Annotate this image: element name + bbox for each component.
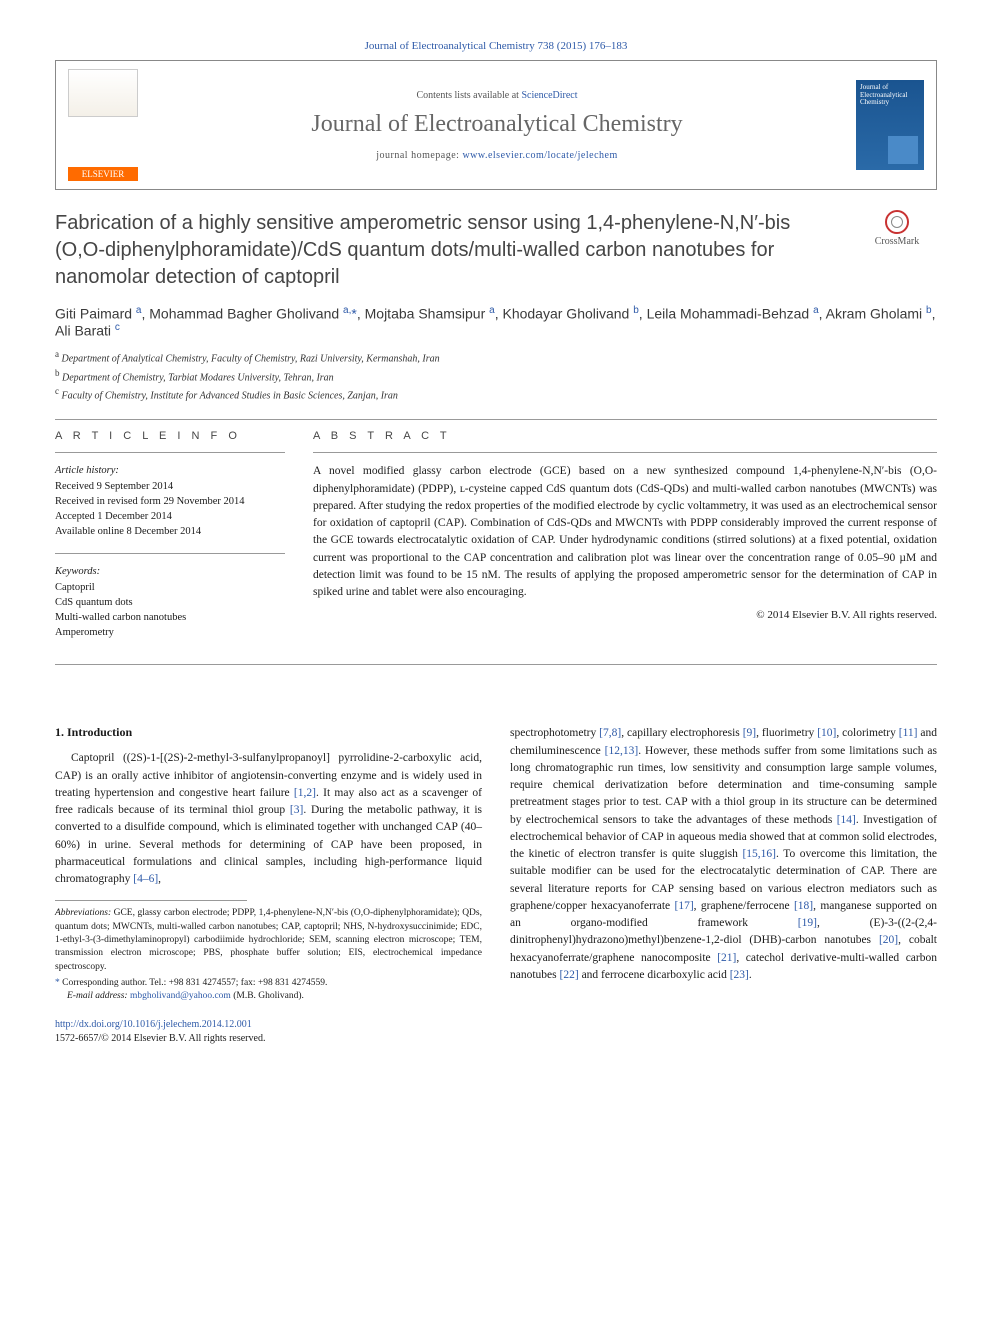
doi-block: http://dx.doi.org/10.1016/j.jelechem.201… [55,1018,482,1046]
journal-cover: Journal of Electroanalytical Chemistry [856,80,924,170]
page: Journal of Electroanalytical Chemistry 7… [0,0,992,1086]
homepage-link[interactable]: www.elsevier.com/locate/jelechem [462,150,617,161]
article-info-col: A R T I C L E I N F O Article history: R… [55,430,285,654]
contents-line: Contents lists available at ScienceDirec… [150,90,844,101]
homepage-line: journal homepage: www.elsevier.com/locat… [150,150,844,161]
abstract-copyright: © 2014 Elsevier B.V. All rights reserved… [313,609,937,621]
intro-text-left: Captopril ((2S)-1-[(2S)-2-methyl-3-sulfa… [55,750,482,888]
doi-link[interactable]: http://dx.doi.org/10.1016/j.jelechem.201… [55,1019,252,1030]
affiliations: a Department of Analytical Chemistry, Fa… [55,348,937,403]
footnotes: Abbreviations: GCE, glassy carbon electr… [55,907,482,1003]
article-title: Fabrication of a highly sensitive ampero… [55,210,837,291]
header-box: ELSEVIER Contents lists available at Sci… [55,60,937,190]
article-history: Article history: Received 9 September 20… [55,463,285,539]
body-columns: 1. Introduction Captopril ((2S)-1-[(2S)-… [55,725,937,1045]
elsevier-logo: ELSEVIER [68,69,138,181]
header-center: Contents lists available at ScienceDirec… [138,90,856,161]
crossmark[interactable]: CrossMark [857,210,937,247]
divider [55,419,937,420]
footnote-separator [55,900,247,901]
sciencedirect-link[interactable]: ScienceDirect [521,90,577,101]
journal-name: Journal of Electroanalytical Chemistry [150,111,844,138]
info-abstract-row: A R T I C L E I N F O Article history: R… [55,430,937,654]
crossmark-icon [885,210,909,234]
abstract-text: A novel modified glassy carbon electrode… [313,463,937,601]
left-column: 1. Introduction Captopril ((2S)-1-[(2S)-… [55,725,482,1045]
abstract-col: A B S T R A C T A novel modified glassy … [313,430,937,654]
keywords-block: Keywords: Captopril CdS quantum dots Mul… [55,564,285,640]
divider [55,664,937,665]
header-citation: Journal of Electroanalytical Chemistry 7… [55,40,937,52]
intro-text-right: spectrophotometry [7,8], capillary elect… [510,725,937,984]
title-row: Fabrication of a highly sensitive ampero… [55,210,937,291]
abstract-label: A B S T R A C T [313,430,937,442]
authors: Giti Paimard a, Mohammad Bagher Gholivan… [55,305,937,338]
right-column: spectrophotometry [7,8], capillary elect… [510,725,937,1045]
email-link[interactable]: mbgholivand@yahoo.com [130,991,231,1001]
intro-heading: 1. Introduction [55,725,482,740]
article-info-label: A R T I C L E I N F O [55,430,285,442]
